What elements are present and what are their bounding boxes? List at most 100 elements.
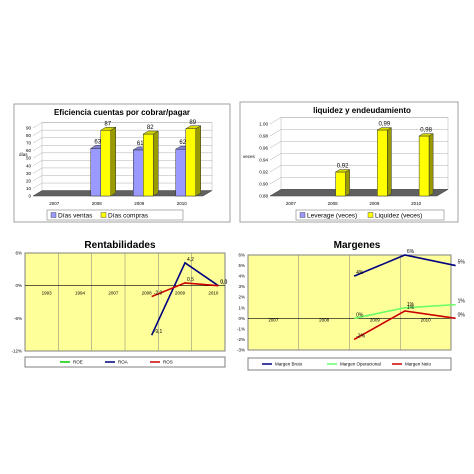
x-tick-label: 2009 <box>134 201 145 206</box>
bars: 63 87 61 82 62 89 <box>89 120 202 197</box>
tick-labels: 0.88 0.90 0.92 0.94 0.96 0.98 1.00 2007 2008 2009… <box>259 122 421 207</box>
bars: 0,92 0,99 0,98 <box>334 122 435 197</box>
x-tick-label: 2010 <box>411 201 422 206</box>
series-line <box>353 310 456 341</box>
x-tick-label: 2009 <box>369 201 380 206</box>
y-tick-label: 0.94 <box>259 158 268 163</box>
x-tick-label: 2007 <box>286 201 297 206</box>
chart-eficiencia: Eficiencia cuentas por cobrar/pagar días… <box>13 103 231 223</box>
x-tick-label: 2009 <box>370 317 381 322</box>
gridline-side <box>269 141 282 149</box>
y-tick-label: 1% <box>238 305 245 310</box>
legend-swatch <box>299 212 306 218</box>
gridline-side <box>32 175 43 182</box>
data-label: 1% <box>458 299 466 305</box>
tick-labels: 0 10 20 30 40 50 60 70 80 90 2007 2008 2009 2010 <box>26 126 187 207</box>
y-tick-label: 40 <box>26 163 32 168</box>
data-label: -2% <box>356 333 365 339</box>
legend-label: ROA <box>118 360 128 365</box>
chart-title: Margenes <box>334 240 381 251</box>
y-tick-label: 3% <box>238 284 245 289</box>
data-label: -9,1 <box>154 329 163 335</box>
legend-swatch <box>100 212 107 218</box>
legend: Días ventas Días compras <box>46 209 184 221</box>
data-label: 0,99 <box>379 122 391 128</box>
chart-margenes: Margenes 4% 6% 5% 0% 1% 1% -2% 1% 0% 6% 5% 4% 3% 2% 1… <box>237 240 466 371</box>
y-tick-label: 0 <box>28 194 31 199</box>
legend-box <box>46 209 184 221</box>
legend-label: Margen Neto <box>405 362 432 367</box>
y-tick-label: 2% <box>238 295 245 300</box>
legend-box <box>247 357 452 371</box>
gridline-side <box>32 137 43 144</box>
gridline-side <box>32 160 43 166</box>
data-label: 1% <box>407 305 415 311</box>
y-tick-label: 0.88 <box>259 194 268 199</box>
bar-top <box>418 133 435 137</box>
y-tick-label: 90 <box>26 126 32 131</box>
series-line <box>353 254 456 277</box>
x-tick-label: 2008 <box>92 201 103 206</box>
x-tick-label: 2007 <box>49 201 60 206</box>
gridline-side <box>32 152 43 159</box>
gridline-side <box>32 182 43 189</box>
data-label: 5% <box>458 260 466 266</box>
data-label: 61 <box>137 141 144 147</box>
x-tick-label: 1993 <box>42 291 53 296</box>
x-tick-label: 1994 <box>75 291 86 296</box>
data-label: 6% <box>407 249 415 255</box>
y-tick-label: 10 <box>26 186 32 191</box>
y-tick-label: 0.98 <box>259 134 268 139</box>
gridline-side <box>32 122 43 129</box>
legend-label: Días compras <box>108 213 149 220</box>
y-tick-label: 0% <box>238 316 245 321</box>
data-label: 0,98 <box>420 128 432 134</box>
y-tick-label: 0.96 <box>259 146 268 151</box>
legend-label: Días ventas <box>58 213 93 220</box>
legend: Margen Bruto Margen Operacional Margen Net… <box>262 362 432 367</box>
y-tick-label: 4% <box>238 274 245 279</box>
tick-labels: 6% 0% -6% -12% 1993 1994 2007 2008 2009 2010 <box>11 251 218 354</box>
legend: Leverage (veces) Liquidez (veces) <box>295 209 445 221</box>
chart-title: Rentabilidades <box>84 240 156 251</box>
data-label: 4,2 <box>187 257 194 263</box>
legend-box <box>24 356 226 368</box>
data-label: 0% <box>458 312 466 318</box>
x-tick-label: 2010 <box>177 201 188 206</box>
data-label: -2,0 <box>154 291 163 297</box>
data-label: 0,5 <box>187 277 194 283</box>
gridline-side <box>269 117 282 125</box>
data-label: 89 <box>189 120 196 126</box>
y-tick-label: 0.92 <box>259 170 268 175</box>
legend-label: Liquidez (veces) <box>375 213 422 220</box>
y-tick-label: -12% <box>11 349 22 354</box>
tick-labels: 6% 5% 4% 3% 2% 1% 0% -1% -2% -3% 2007 2008 2009 2010 <box>237 253 431 353</box>
y-tick-label: 5% <box>238 263 245 268</box>
y-tick-label: 60 <box>26 148 32 153</box>
gridline-side <box>32 167 43 174</box>
x-tick-label: 2008 <box>319 317 330 322</box>
chart-liquidez: liquidez y endeudamiento veces 0,920,990… <box>239 101 459 223</box>
bar-top <box>376 127 393 131</box>
x-tick-label: 2007 <box>268 317 279 322</box>
legend-label: ROE <box>73 360 83 365</box>
series-line <box>353 303 456 320</box>
data-label: 62 <box>179 140 186 146</box>
gridlines <box>248 255 451 350</box>
data-label: 82 <box>147 125 154 131</box>
x-tick-label: 2009 <box>175 291 186 296</box>
chart-rentabilidades: Rentabilidades -9,14,20,0-2,00,5 0,0 6%0%… <box>11 240 228 368</box>
data-label: 0,92 <box>337 164 349 170</box>
x-tick-label: 2010 <box>208 291 219 296</box>
y-tick-label: 80 <box>26 133 32 138</box>
series-lines: 4%6%5%0%1%1%-2%1%0% <box>353 249 466 341</box>
chart-title: Eficiencia cuentas por cobrar/pagar <box>54 108 190 117</box>
y-tick-label: 6% <box>238 253 245 258</box>
legend: ROE ROA ROS <box>60 360 173 365</box>
gridline-side <box>32 145 43 151</box>
data-label: 87 <box>104 121 111 127</box>
